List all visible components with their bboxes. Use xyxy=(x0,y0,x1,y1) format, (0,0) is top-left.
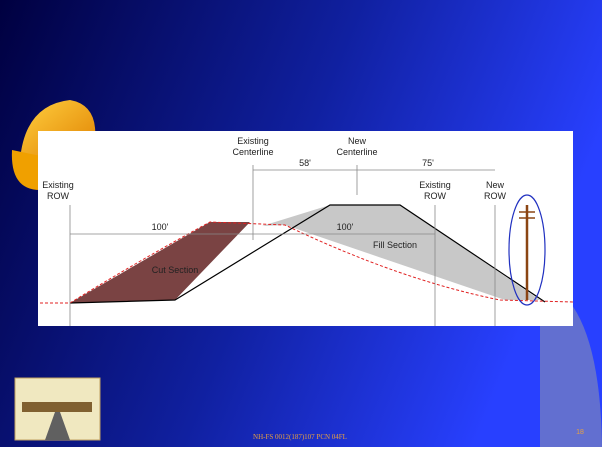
dimension-label: 100' xyxy=(152,222,169,232)
existing-row-label: Existing xyxy=(42,180,74,190)
new-centerline-label: Centerline xyxy=(336,147,377,157)
logo xyxy=(14,377,101,441)
new-row-label: New xyxy=(486,180,505,190)
existing-centerline-label: Centerline xyxy=(232,147,273,157)
dimension-label: 75' xyxy=(422,158,434,168)
dimension-label: 100' xyxy=(337,222,354,232)
existing-row-label: ROW xyxy=(424,191,447,201)
page-number: 18 xyxy=(576,429,584,436)
footer-text: NH-FS 0012(187)107 PCN 04FL xyxy=(253,433,347,441)
dimension-label: 58' xyxy=(299,158,311,168)
new-centerline-label: New xyxy=(348,136,367,146)
existing-centerline-label: Existing xyxy=(237,136,269,146)
existing-row-label: ROW xyxy=(47,191,70,201)
cross-section xyxy=(40,165,574,326)
fill-section-label: Fill Section xyxy=(373,240,417,250)
new-row-label: ROW xyxy=(484,191,507,201)
cut-section-label: Cut Section xyxy=(152,265,199,275)
existing-row-label: Existing xyxy=(419,180,451,190)
